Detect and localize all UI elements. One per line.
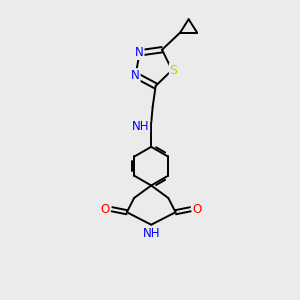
Text: O: O — [192, 203, 202, 216]
Text: N: N — [131, 69, 140, 82]
Text: O: O — [101, 203, 110, 216]
Text: S: S — [169, 64, 178, 76]
Text: NH: NH — [132, 119, 149, 133]
Text: NH: NH — [142, 226, 160, 239]
Text: N: N — [135, 46, 144, 59]
